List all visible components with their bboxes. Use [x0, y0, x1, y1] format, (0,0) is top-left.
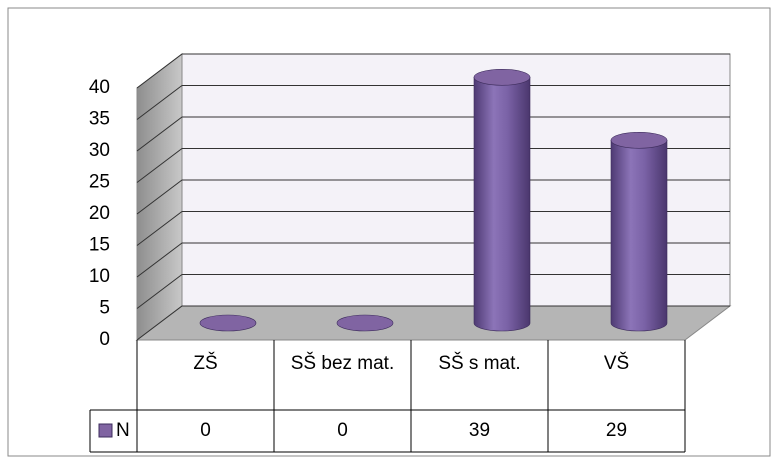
grid-line — [136, 85, 730, 120]
y-tick-label: 15 — [89, 235, 110, 256]
bar — [336, 314, 394, 332]
table-value: 29 — [606, 420, 627, 441]
bar — [473, 69, 531, 332]
table-value: 0 — [200, 420, 211, 441]
table-value: 39 — [469, 420, 490, 441]
y-tick-label: 0 — [99, 329, 110, 350]
grid-line — [136, 305, 730, 341]
grid-line — [136, 242, 730, 278]
y-tick-label: 25 — [89, 172, 110, 193]
x-tick-label: ZŠ — [193, 352, 217, 374]
bar-body — [610, 140, 668, 332]
bar-top — [336, 314, 394, 332]
y-tick-label: 35 — [89, 109, 110, 130]
x-tick-label: SŠ bez mat. — [291, 352, 395, 374]
y-tick-label: 30 — [89, 140, 110, 161]
x-tick-label: VŠ — [604, 352, 629, 374]
grid-line — [136, 211, 730, 246]
legend-label: N — [116, 420, 130, 441]
grid-line — [136, 148, 730, 183]
bar — [199, 314, 257, 332]
grid-line — [136, 53, 730, 89]
y-tick-label: 5 — [99, 298, 110, 319]
y-tick-label: 40 — [89, 77, 110, 98]
grid-line — [136, 179, 730, 215]
bar-top — [610, 132, 668, 149]
grid-line — [136, 274, 730, 309]
x-tick-label: SŠ s mat. — [438, 352, 520, 374]
y-tick-label: 10 — [89, 266, 110, 287]
bar-body — [473, 77, 531, 332]
table-value: 0 — [337, 420, 348, 441]
y-tick-label: 20 — [89, 203, 110, 224]
bar-top — [199, 314, 257, 332]
grid-line — [136, 116, 730, 152]
legend-swatch — [98, 423, 113, 438]
bar-top — [473, 69, 531, 86]
bar — [610, 132, 668, 332]
